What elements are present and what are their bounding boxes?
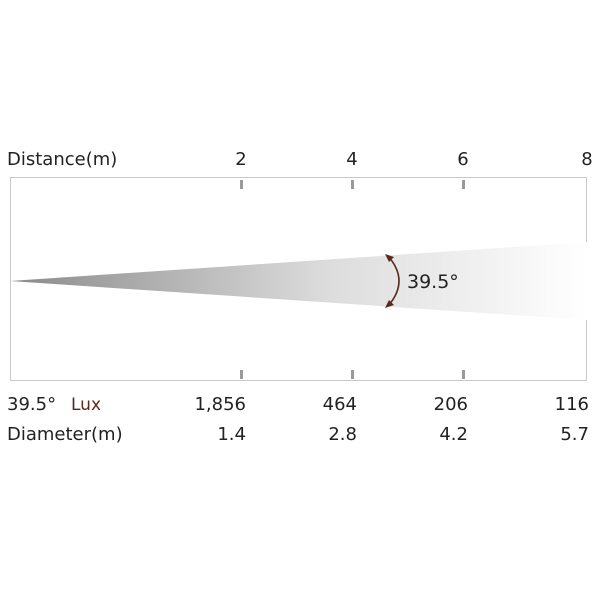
angle-arrow-bottom-icon [385, 300, 394, 308]
distance-4: 4 [346, 149, 358, 170]
lux-unit-label: Lux [71, 395, 102, 415]
diameter-value-6m: 4.2 [439, 424, 468, 445]
tick-top-2 [240, 180, 243, 189]
tick-top-6 [462, 180, 465, 189]
diameter-value-8m: 5.7 [560, 424, 589, 445]
lux-angle-label: 39.5° [7, 394, 57, 415]
tick-top-4 [351, 180, 354, 189]
lux-value-4m: 464 [322, 394, 357, 415]
distance-label: Distance(m) [7, 149, 118, 170]
tick-bottom-6 [462, 370, 465, 379]
distance-2: 2 [235, 149, 247, 170]
angle-arrow-top-icon [385, 254, 394, 262]
lux-value-2m: 1,856 [194, 394, 246, 415]
diameter-value-4m: 2.8 [328, 424, 357, 445]
beam-cone [10, 242, 587, 320]
distance-8: 8 [581, 149, 593, 170]
tick-bottom-2 [240, 370, 243, 379]
distance-6: 6 [457, 149, 469, 170]
beam-angle-label: 39.5° [407, 271, 459, 293]
diameter-value-2m: 1.4 [217, 424, 246, 445]
lux-value-8m: 116 [554, 394, 589, 415]
angle-arc-icon [387, 255, 400, 307]
tick-bottom-4 [351, 370, 354, 379]
lux-value-6m: 206 [433, 394, 468, 415]
diameter-label: Diameter(m) [7, 424, 123, 445]
